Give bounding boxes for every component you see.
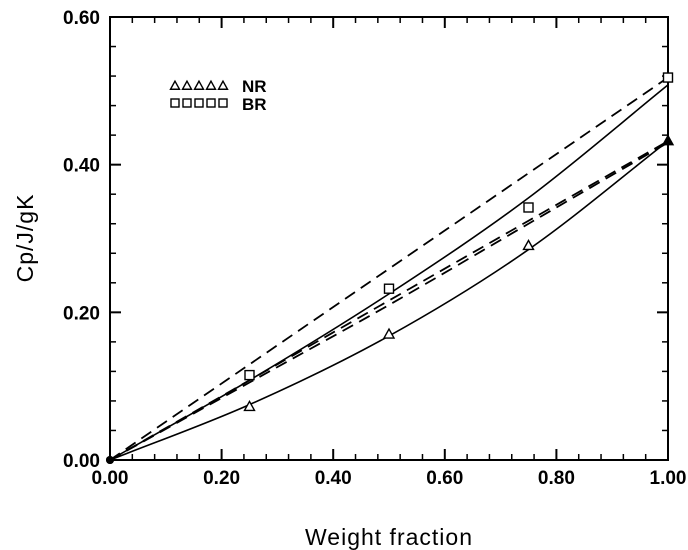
nr-point [661, 134, 675, 146]
nr-point [382, 327, 396, 339]
tick-labels: 0.00 0.20 0.40 0.60 0.80 1.00 0.00 0.20 0.40 0.60 [63, 8, 686, 489]
br-point [662, 72, 674, 83]
x-axis-label: Weight fraction [305, 524, 473, 550]
series-markers [106, 72, 675, 464]
y-tick-label: 0.60 [63, 8, 100, 29]
nr-additive-line [109, 140, 669, 461]
axis-ticks [109, 16, 669, 461]
legend-nr-marker [217, 79, 229, 90]
legend-nr-label: NR [242, 77, 267, 96]
y-tick-label: 0.40 [63, 156, 100, 177]
plot-frame [109, 16, 669, 461]
legend-br-label: BR [242, 95, 267, 114]
br-point [383, 283, 395, 294]
legend-br-marker [218, 98, 228, 108]
x-tick-label: 0.00 [92, 468, 129, 489]
br-additive-line [109, 76, 669, 461]
br-fit-curve [109, 84, 669, 461]
legend-nr-marker [169, 79, 181, 90]
x-tick-label: 1.00 [650, 468, 687, 489]
x-tick-label: 0.60 [426, 468, 463, 489]
br-point [523, 202, 534, 213]
y-axis-label: Cp/J/gK [12, 194, 38, 283]
br-point [106, 456, 114, 464]
y-tick-label: 0.00 [63, 451, 100, 472]
legend-br-marker [206, 98, 216, 108]
legend-nr-marker [193, 79, 205, 90]
legend-nr-marker [205, 79, 217, 90]
y-tick-label: 0.20 [63, 303, 100, 324]
legend-nr-marker [181, 79, 193, 90]
legend-br-marker [194, 98, 204, 108]
series-lines [109, 76, 669, 461]
x-tick-label: 0.20 [203, 468, 240, 489]
x-tick-label: 0.40 [315, 468, 352, 489]
nr-point [522, 239, 535, 251]
br-point [244, 369, 255, 381]
legend-br-marker [182, 98, 192, 108]
legend-br-marker [170, 98, 180, 108]
x-tick-label: 0.80 [538, 468, 575, 489]
nr-point [243, 399, 256, 412]
